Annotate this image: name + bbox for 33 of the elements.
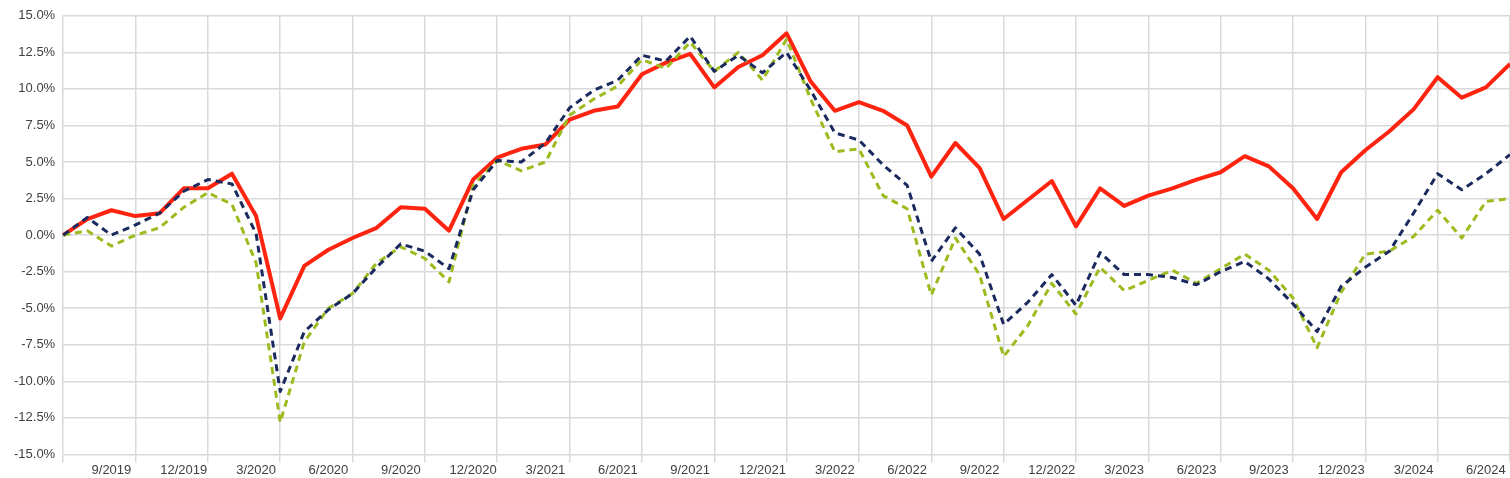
y-tick-label: -7.5% [21,336,56,352]
x-tick-label: 6/2023 [1176,461,1217,477]
x-tick-label: 12/2021 [738,461,786,477]
x-tick-label: 6/2022 [887,461,928,477]
x-tick-label: 3/2024 [1393,461,1434,477]
x-tick-label: 3/2021 [525,461,566,477]
x-tick-label: 9/2020 [380,461,421,477]
y-tick-label: 2.5% [25,190,56,206]
x-tick-label: 3/2022 [814,461,855,477]
y-tick-label: 7.5% [25,117,56,133]
y-tick-label: 10.0% [18,80,56,96]
x-tick-label: 6/2024 [1466,461,1506,477]
x-tick-label: 12/2019 [160,461,208,477]
y-tick-label: -10.0% [13,372,56,388]
y-tick-label: -12.5% [13,409,56,425]
x-tick-label: 9/2019 [91,461,132,477]
x-tick-label: 12/2023 [1317,461,1365,477]
x-tick-label: 12/2022 [1028,461,1076,477]
y-tick-label: -15.0% [13,445,56,461]
y-tick-label: -5.0% [21,299,56,315]
x-tick-label: 6/2021 [597,461,638,477]
x-tick-label: 9/2022 [959,461,1000,477]
x-tick-label: 9/2021 [670,461,711,477]
x-tick-label: 3/2020 [236,461,276,477]
y-tick-label: 12.5% [18,43,56,59]
y-tick-label: -2.5% [21,263,56,279]
x-tick-label: 6/2020 [308,461,349,477]
x-tick-label: 3/2023 [1104,461,1145,477]
y-tick-label: 0.0% [25,226,56,242]
x-tick-label: 12/2020 [449,461,497,477]
x-tick-label: 9/2023 [1248,461,1289,477]
y-tick-label: 5.0% [25,153,56,169]
y-tick-label: 15.0% [18,7,56,23]
